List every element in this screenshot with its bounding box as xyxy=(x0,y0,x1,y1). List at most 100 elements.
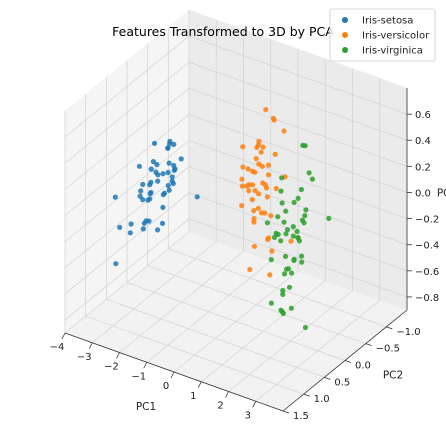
data-point-iris-setosa xyxy=(155,178,161,184)
data-point-iris-setosa xyxy=(117,224,123,230)
data-point-iris-versicolor xyxy=(256,191,262,197)
x-tick-label: −2 xyxy=(104,362,119,373)
data-point-iris-virginica xyxy=(284,227,291,233)
z-gridline-side xyxy=(64,114,190,216)
tick-labels: −4 −3 −2 −1 0 1 2 3 −1.0 −0.5 0.0 0.5 1.0 1.5 −0.8 −0.6… xyxy=(50,110,440,422)
data-point-iris-setosa xyxy=(141,220,147,226)
data-point-iris-setosa xyxy=(154,161,160,168)
data-point-iris-virginica xyxy=(295,195,301,201)
data-point-iris-versicolor xyxy=(269,248,275,254)
z-gridline-side xyxy=(64,61,190,164)
chart-title: Features Transformed to 3D by PCA xyxy=(112,24,334,39)
z-gridline-back xyxy=(188,61,408,141)
data-point-iris-setosa xyxy=(127,230,133,236)
data-point-iris-setosa xyxy=(165,182,171,189)
data-point-iris-versicolor xyxy=(240,144,246,150)
x-tick-mark xyxy=(170,371,175,379)
data-point-iris-versicolor xyxy=(268,213,274,219)
x-tick-mark xyxy=(116,352,120,359)
data-point-iris-virginica xyxy=(279,309,285,315)
z-tick-label: −0.8 xyxy=(415,293,439,304)
data-point-iris-versicolor xyxy=(265,162,272,168)
data-point-iris-virginica xyxy=(264,220,270,226)
data-point-iris-setosa xyxy=(148,189,154,196)
data-point-iris-setosa xyxy=(140,181,146,187)
x-tick-mark xyxy=(61,332,66,340)
data-point-iris-virginica xyxy=(281,219,287,225)
data-point-iris-versicolor xyxy=(265,236,271,243)
data-point-iris-virginica xyxy=(303,207,309,213)
data-point-iris-virginica xyxy=(278,188,284,194)
data-point-iris-setosa xyxy=(151,140,158,146)
data-point-iris-virginica xyxy=(290,224,296,230)
data-point-iris-setosa xyxy=(194,194,200,200)
y-tick-mark xyxy=(386,326,393,330)
x-tick-mark xyxy=(252,401,257,408)
z-tick-label: −0.6 xyxy=(415,267,439,278)
data-point-iris-versicolor xyxy=(254,144,260,150)
y-gridline-floor xyxy=(126,282,346,361)
data-point-iris-setosa xyxy=(160,171,166,177)
data-point-iris-virginica xyxy=(295,235,301,241)
z-gridline-back xyxy=(188,218,408,298)
x-tick-label: 1 xyxy=(190,391,196,402)
data-point-iris-virginica xyxy=(299,259,305,265)
y-axis-label: PC2 xyxy=(383,370,403,382)
data-point-iris-setosa xyxy=(153,169,159,175)
data-point-iris-versicolor xyxy=(239,183,245,189)
data-point-iris-versicolor xyxy=(258,210,265,216)
data-point-iris-versicolor xyxy=(270,115,276,121)
data-point-iris-setosa xyxy=(138,188,144,194)
data-point-iris-versicolor xyxy=(251,216,257,222)
data-point-iris-versicolor xyxy=(251,243,257,249)
x-tick-mark xyxy=(197,381,202,388)
data-point-iris-virginica xyxy=(268,257,274,263)
data-point-iris-setosa xyxy=(165,169,171,176)
z-gridline-side xyxy=(64,35,190,138)
data-point-iris-virginica xyxy=(299,253,305,259)
data-point-iris-setosa xyxy=(159,220,166,226)
data-point-iris-versicolor xyxy=(246,188,252,194)
data-point-iris-virginica xyxy=(294,228,300,235)
z-tick-label: 0.0 xyxy=(415,188,431,199)
x-tick-label: 2 xyxy=(217,401,223,412)
z-gridline-back xyxy=(188,114,408,193)
data-point-iris-virginica xyxy=(302,143,308,149)
data-point-iris-virginica xyxy=(275,231,281,237)
data-point-iris-setosa xyxy=(171,162,177,169)
data-point-iris-versicolor xyxy=(239,203,245,209)
x-tick-label: −4 xyxy=(50,342,65,353)
data-point-iris-virginica xyxy=(275,214,281,220)
y-tick-mark xyxy=(344,360,352,363)
data-point-iris-virginica xyxy=(309,176,315,182)
x-tick-mark xyxy=(225,391,229,398)
data-point-iris-virginica xyxy=(326,215,332,221)
data-point-iris-virginica xyxy=(288,270,295,276)
data-point-iris-setosa xyxy=(160,204,166,210)
data-point-iris-versicolor xyxy=(288,238,294,244)
data-point-iris-setosa xyxy=(178,156,184,162)
legend-frame xyxy=(329,8,436,62)
data-point-iris-versicolor xyxy=(273,185,279,192)
data-point-iris-versicolor xyxy=(258,149,264,155)
y-tick-label: 0.5 xyxy=(334,377,350,388)
data-point-iris-virginica xyxy=(302,324,308,331)
y-tick-mark xyxy=(365,343,372,347)
z-gridline-back xyxy=(188,140,408,219)
data-point-iris-versicolor xyxy=(253,156,259,162)
data-point-iris-virginica xyxy=(280,287,286,294)
data-point-iris-versicolor xyxy=(252,169,258,175)
data-point-iris-setosa xyxy=(150,159,156,165)
data-point-iris-versicolor xyxy=(260,144,266,150)
data-point-iris-setosa xyxy=(165,145,171,151)
z-gridline-side xyxy=(64,218,190,321)
data-point-iris-setosa xyxy=(166,160,172,166)
data-point-iris-virginica xyxy=(291,199,297,205)
data-point-iris-virginica xyxy=(298,186,304,193)
data-point-iris-setosa xyxy=(145,197,151,203)
data-point-iris-virginica xyxy=(278,238,284,244)
y-gridline-floor xyxy=(106,299,325,378)
data-point-iris-setosa xyxy=(170,180,176,187)
data-point-iris-virginica xyxy=(290,233,296,239)
data-point-iris-setosa xyxy=(166,187,172,193)
